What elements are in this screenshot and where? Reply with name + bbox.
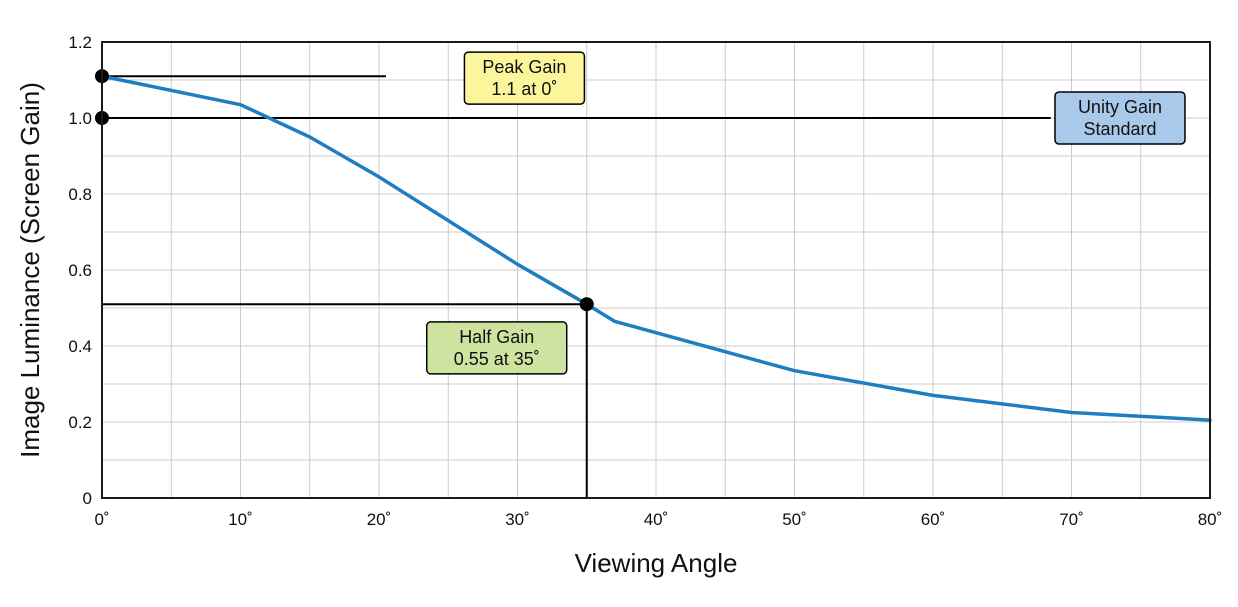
y-tick-label: 0.6 — [68, 261, 92, 280]
annotation-text: Standard — [1083, 119, 1156, 139]
annotation-box — [1054, 91, 1186, 145]
x-tick-label: 40˚ — [644, 510, 669, 529]
y-axis-title: Image Luminance (Screen Gain) — [15, 82, 45, 458]
marker-half — [579, 297, 594, 312]
annotation-box — [425, 321, 568, 375]
annotation-text: 0.55 at 35˚ — [454, 349, 540, 369]
x-tick-label: 30˚ — [505, 510, 530, 529]
y-tick-labels: 0 0.2 0.4 0.6 0.8 1.0 1.2 — [68, 33, 92, 508]
plot-frame — [101, 41, 1211, 499]
y-tick-label: 0.8 — [68, 185, 92, 204]
y-tick-label: 0.4 — [68, 337, 92, 356]
y-tick-label: 0.2 — [68, 413, 92, 432]
annotation-text: Unity Gain — [1078, 97, 1162, 117]
y-tick-label: 1.2 — [68, 33, 92, 52]
x-tick-label: 10˚ — [228, 510, 253, 529]
reference-lines — [102, 75, 1051, 498]
x-axis-title: Viewing Angle — [575, 548, 738, 578]
y-tick-label: 0 — [83, 489, 92, 508]
x-tick-label: 80˚ — [1198, 510, 1223, 529]
x-tick-label: 50˚ — [782, 510, 807, 529]
annotation-text: 1.1 at 0˚ — [491, 79, 557, 99]
y-tick-label: 1.0 — [68, 109, 92, 128]
x-tick-label: 60˚ — [921, 510, 946, 529]
markers — [95, 69, 594, 312]
grid — [102, 42, 1210, 498]
annotation-text: Peak Gain — [482, 57, 566, 77]
annotation-box — [463, 51, 586, 105]
x-tick-label: 70˚ — [1059, 510, 1084, 529]
x-tick-label: 20˚ — [367, 510, 392, 529]
annotation-text: Half Gain — [459, 327, 534, 347]
x-tick-labels: 0˚ 10˚ 20˚ 30˚ 40˚ 50˚ 60˚ 70˚ 80˚ — [94, 510, 1222, 529]
x-tick-label: 0˚ — [94, 510, 109, 529]
